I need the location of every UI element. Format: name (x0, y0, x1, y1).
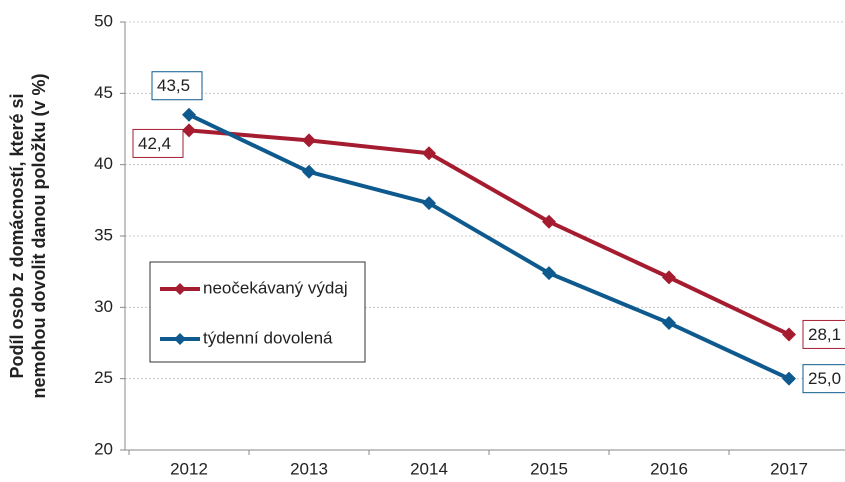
y-axis-title-line: Podíl osob z domácností, které si (7, 93, 27, 378)
y-tick-label: 50 (94, 11, 113, 30)
data-label: 28,1 (808, 325, 841, 344)
marker (302, 164, 316, 179)
y-tick-label: 40 (94, 154, 113, 173)
x-tick-label: 2013 (290, 459, 328, 478)
series-line (188, 128, 790, 337)
y-tick-label: 20 (94, 439, 113, 458)
data-label: 25,0 (808, 369, 841, 388)
legend-label: neočekávaný výdaj (203, 278, 348, 297)
y-tick-label: 30 (94, 297, 113, 316)
series-line (188, 112, 790, 381)
y-tick-label: 35 (94, 225, 113, 244)
marker (782, 327, 796, 342)
y-tick-label: 45 (94, 83, 113, 102)
marker (182, 107, 196, 122)
x-tick-label: 2015 (530, 459, 568, 478)
data-label-box (802, 364, 845, 394)
y-tick-label: 25 (94, 368, 113, 387)
marker (422, 146, 436, 161)
marker (662, 316, 676, 331)
data-label-box (151, 71, 203, 101)
legend-swatch-marker (174, 333, 186, 345)
y-axis-title: Podíl osob z domácností, které si nemoho… (7, 74, 49, 399)
marker (182, 123, 196, 138)
x-tick-label: 2014 (410, 459, 448, 478)
data-label: 42,4 (138, 134, 171, 153)
x-tick-label: 2012 (170, 459, 208, 478)
marker (542, 266, 556, 281)
data-label-box (132, 128, 184, 158)
marker (302, 133, 316, 148)
marker (782, 371, 796, 386)
data-label-box (802, 319, 845, 349)
marker (422, 196, 436, 211)
data-label: 43,5 (157, 76, 190, 95)
x-tick-label: 2016 (650, 459, 688, 478)
legend-box (149, 261, 366, 363)
y-axis-title-line: nemohou dovolit danou položku (v %) (29, 74, 49, 399)
legend-label: týdenní dovolená (203, 328, 333, 347)
x-tick-label: 2017 (770, 459, 808, 478)
legend-swatch-marker (174, 283, 186, 295)
marker (542, 214, 556, 229)
marker (662, 270, 676, 285)
